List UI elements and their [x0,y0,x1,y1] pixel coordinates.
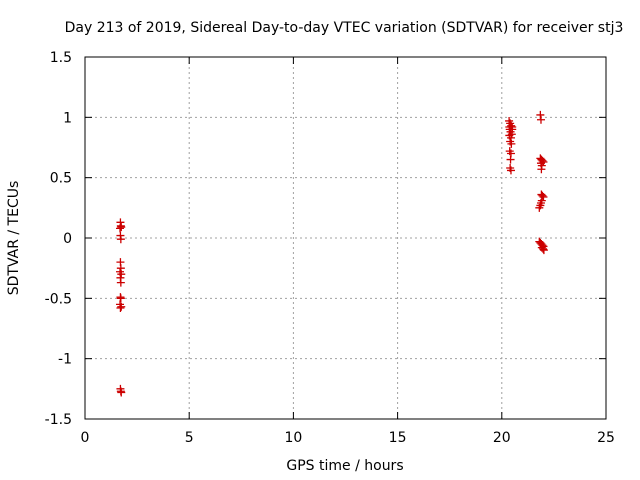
data-point [539,246,548,255]
y-tick-labels: -1.5 -1 -0.5 0 0.5 1 1.5 [45,50,72,428]
data-point [117,270,126,279]
x-tick-label: 0 [81,430,90,446]
data-point [535,203,544,212]
points-layer [116,110,548,397]
data-point [506,155,515,164]
data-point [116,294,125,303]
y-tick-label: -0.5 [45,291,72,307]
x-tick-label: 5 [185,430,194,446]
data-point [117,302,126,311]
data-point [507,139,516,148]
data-point [116,224,125,233]
data-point [539,192,548,201]
y-tick-label: 0.5 [50,171,72,187]
data-point [116,303,125,312]
data-point [116,278,125,287]
data-point [537,165,546,174]
x-tick-label: 10 [284,430,302,446]
data-point [505,122,514,131]
ticks-layer [84,56,607,420]
data-point [117,223,126,232]
x-tick-label: 25 [597,430,615,446]
data-point [116,235,125,244]
data-point [536,115,545,124]
data-point [117,388,126,397]
x-tick-labels: 0 5 10 15 20 25 [81,430,615,446]
x-axis-label: GPS time / hours [286,458,403,474]
chart-title: Day 213 of 2019, Sidereal Day-to-day VTE… [65,20,624,36]
y-tick-label: -1.5 [45,412,72,428]
data-point [539,244,548,253]
y-tick-label: 1 [63,110,72,126]
x-tick-label: 20 [493,430,511,446]
data-point [506,166,515,175]
y-axis-label: SDTVAR / TECUs [6,181,22,296]
y-tick-label: 1.5 [50,50,72,66]
x-tick-label: 15 [389,430,407,446]
y-tick-label: -1 [58,352,72,368]
grid-layer [85,57,606,419]
y-tick-label: 0 [63,231,72,247]
